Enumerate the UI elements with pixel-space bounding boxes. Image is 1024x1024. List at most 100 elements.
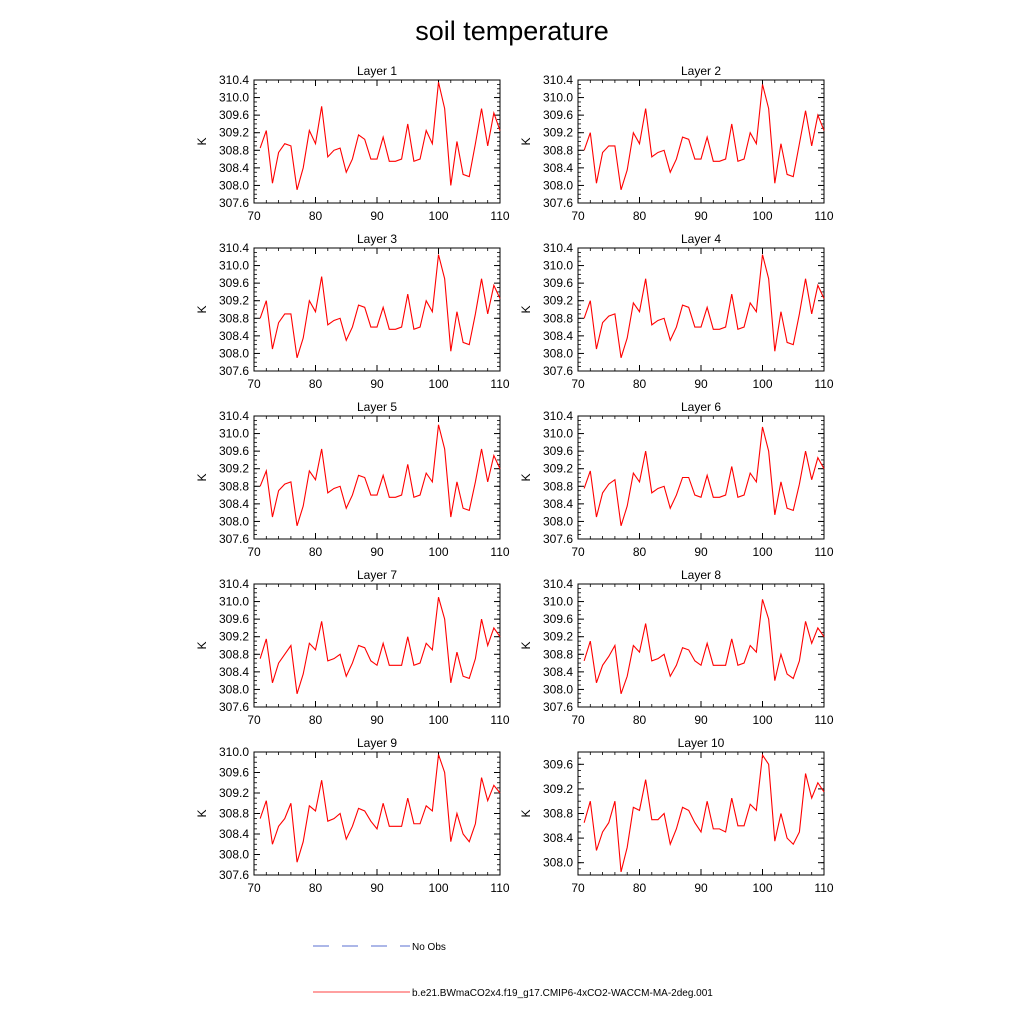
series-line-1 bbox=[259, 597, 501, 694]
series-line-1 bbox=[259, 424, 501, 526]
y-tick-label: 308.8 bbox=[219, 807, 249, 821]
panel-8: Layer 8 307.6 308.0 308.4 308.8 309.2 309.6 310… bbox=[519, 568, 834, 727]
y-tick-label: 310.4 bbox=[219, 73, 249, 87]
figure-title: soil temperature bbox=[415, 16, 609, 46]
x-tick-label: 100 bbox=[428, 209, 448, 223]
x-tick-label: 70 bbox=[247, 545, 261, 559]
x-tick-label: 100 bbox=[428, 545, 448, 559]
x-tick-label: 110 bbox=[814, 881, 833, 895]
y-tick-label: 309.6 bbox=[543, 757, 573, 771]
x-tick-label: 70 bbox=[247, 209, 261, 223]
series-line-1 bbox=[259, 82, 501, 190]
x-tick-label: 90 bbox=[370, 545, 384, 559]
y-tick-label: 310.0 bbox=[543, 427, 573, 441]
legend-label: No Obs bbox=[412, 942, 446, 953]
y-tick-label: 308.8 bbox=[219, 647, 249, 661]
y-tick-label: 308.8 bbox=[219, 311, 249, 325]
y-tick-label: 309.6 bbox=[219, 444, 249, 458]
y-tick-label: 309.2 bbox=[543, 126, 573, 140]
y-tick-label: 308.4 bbox=[543, 497, 573, 511]
y-tick-label: 308.0 bbox=[543, 346, 573, 360]
x-tick-label: 80 bbox=[309, 209, 323, 223]
x-tick-label: 100 bbox=[752, 377, 772, 391]
panels-grid: Layer 1 307.6 308.0 308.4 308.8 309.2 309.6 310… bbox=[195, 64, 834, 895]
y-tick-label: 307.6 bbox=[543, 532, 573, 546]
y-tick-label: 308.0 bbox=[543, 856, 573, 870]
y-tick-label: 310.0 bbox=[219, 427, 249, 441]
x-tick-label: 110 bbox=[490, 713, 509, 727]
x-tick-label: 110 bbox=[814, 545, 833, 559]
y-tick-label: 308.8 bbox=[543, 311, 573, 325]
y-axis-label: K bbox=[519, 641, 533, 649]
x-tick-label: 110 bbox=[490, 209, 509, 223]
x-tick-label: 110 bbox=[814, 209, 833, 223]
y-tick-label: 309.6 bbox=[219, 612, 249, 626]
y-tick-label: 309.2 bbox=[219, 630, 249, 644]
x-tick-label: 70 bbox=[571, 881, 585, 895]
panel-title: Layer 6 bbox=[681, 400, 721, 414]
y-tick-label: 308.8 bbox=[543, 143, 573, 157]
y-tick-label: 310.4 bbox=[543, 73, 573, 87]
y-tick-label: 309.6 bbox=[543, 276, 573, 290]
series-line-1 bbox=[259, 254, 501, 358]
plot-frame bbox=[253, 751, 501, 876]
panel-1: Layer 1 307.6 308.0 308.4 308.8 309.2 309.6 310… bbox=[195, 64, 510, 223]
x-tick-label: 70 bbox=[247, 881, 261, 895]
y-tick-label: 310.0 bbox=[219, 91, 249, 105]
x-tick-label: 80 bbox=[633, 377, 647, 391]
y-tick-label: 310.4 bbox=[543, 409, 573, 423]
y-tick-label: 309.2 bbox=[543, 782, 573, 796]
series-line-1 bbox=[259, 754, 501, 863]
y-tick-label: 308.8 bbox=[543, 807, 573, 821]
plot-frame bbox=[577, 751, 825, 876]
panel-10: Layer 10 308.0 308.4 308.8 309.2 309.6 70 80 90 1… bbox=[519, 736, 834, 895]
y-tick-label: 309.6 bbox=[543, 108, 573, 122]
series-line-1 bbox=[583, 753, 825, 873]
y-tick-label: 308.4 bbox=[219, 161, 249, 175]
y-tick-label: 308.8 bbox=[543, 647, 573, 661]
y-tick-label: 310.0 bbox=[219, 259, 249, 273]
y-tick-label: 308.8 bbox=[543, 479, 573, 493]
y-axis-label: K bbox=[519, 305, 533, 313]
panel-6: Layer 6 307.6 308.0 308.4 308.8 309.2 309.6 310… bbox=[519, 400, 834, 559]
panel-title: Layer 4 bbox=[681, 232, 721, 246]
plot-frame bbox=[577, 583, 825, 708]
y-tick-label: 308.4 bbox=[219, 665, 249, 679]
y-tick-label: 310.0 bbox=[219, 745, 249, 759]
x-tick-label: 90 bbox=[370, 209, 384, 223]
panel-title: Layer 10 bbox=[678, 736, 725, 750]
plot-frame bbox=[577, 247, 825, 372]
y-tick-label: 309.2 bbox=[219, 126, 249, 140]
y-axis-label: K bbox=[519, 809, 533, 817]
panel-title: Layer 3 bbox=[357, 232, 397, 246]
y-tick-label: 310.0 bbox=[543, 259, 573, 273]
y-tick-label: 308.4 bbox=[543, 831, 573, 845]
x-tick-label: 110 bbox=[490, 881, 509, 895]
y-tick-label: 308.0 bbox=[219, 848, 249, 862]
y-tick-label: 309.6 bbox=[543, 612, 573, 626]
y-axis-label: K bbox=[195, 473, 209, 481]
x-tick-label: 80 bbox=[633, 881, 647, 895]
y-tick-label: 308.4 bbox=[543, 665, 573, 679]
y-tick-label: 308.0 bbox=[219, 178, 249, 192]
legend: No Obs b.e21.BWmaCO2x4.f19_g17.CMIP6-4xCO… bbox=[313, 942, 713, 999]
x-tick-label: 90 bbox=[694, 881, 708, 895]
x-tick-label: 110 bbox=[814, 377, 833, 391]
y-axis-label: K bbox=[195, 641, 209, 649]
y-tick-label: 310.0 bbox=[543, 91, 573, 105]
x-tick-label: 70 bbox=[571, 377, 585, 391]
y-tick-label: 308.0 bbox=[219, 514, 249, 528]
series-line-1 bbox=[583, 426, 825, 526]
y-tick-label: 310.4 bbox=[219, 241, 249, 255]
y-tick-label: 309.2 bbox=[543, 294, 573, 308]
panel-title: Layer 8 bbox=[681, 568, 721, 582]
y-tick-label: 309.2 bbox=[543, 630, 573, 644]
x-tick-label: 80 bbox=[309, 713, 323, 727]
y-tick-label: 309.2 bbox=[219, 294, 249, 308]
y-tick-label: 309.6 bbox=[219, 108, 249, 122]
x-tick-label: 110 bbox=[490, 545, 509, 559]
y-tick-label: 309.2 bbox=[543, 462, 573, 476]
plot-frame bbox=[253, 583, 501, 708]
x-tick-label: 100 bbox=[752, 545, 772, 559]
